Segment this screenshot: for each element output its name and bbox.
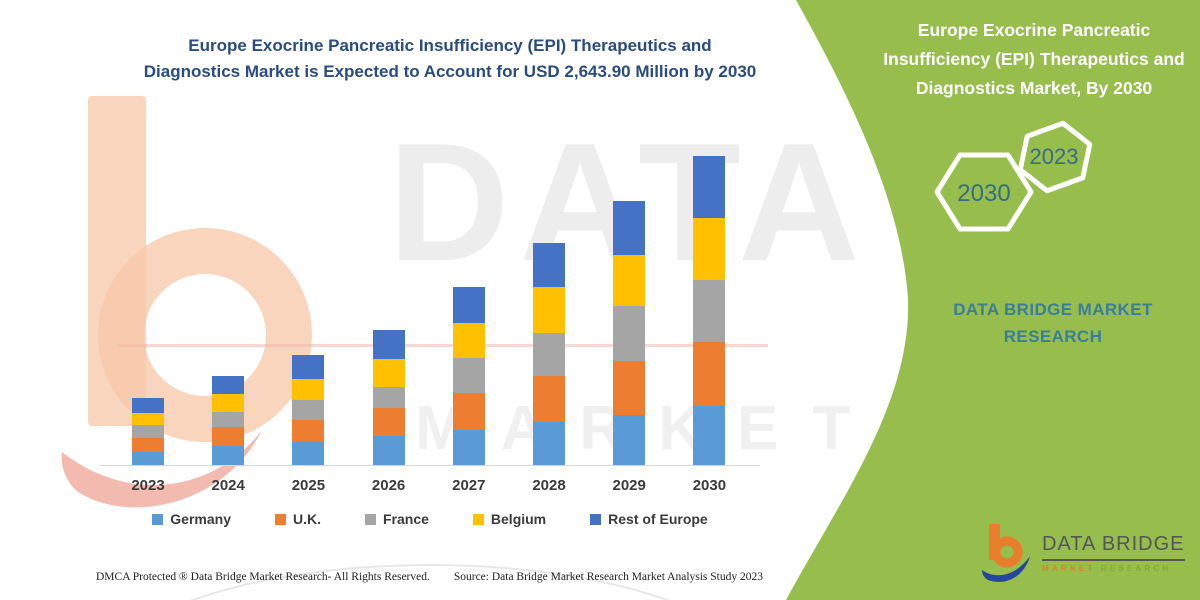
legend-swatch: [590, 513, 602, 525]
bar-2025: [292, 354, 325, 465]
bar-segment: [292, 354, 325, 379]
bar-segment: [212, 427, 245, 447]
bar-segment: [292, 400, 325, 421]
dmca-notice: DMCA Protected ® Data Bridge Market Rese…: [96, 571, 430, 583]
x-axis-labels: 2023 2024 2025 2026 2027 2028 2029 2030: [100, 477, 760, 497]
bar-segment: [292, 420, 325, 442]
bar-2023: [132, 397, 164, 465]
legend-item: U.K.: [274, 511, 321, 527]
bar-segment: [452, 323, 485, 359]
legend-label: Rest of Europe: [608, 511, 708, 527]
legend-swatch: [472, 513, 484, 525]
bar-segment: [132, 412, 164, 426]
dbmr-logo-lockup: DATA BRIDGE MARKET RESEARCH: [980, 522, 1185, 584]
legend-swatch: [152, 513, 164, 525]
logo-b-bowl: [991, 536, 1023, 568]
x-tick-label: 2025: [291, 477, 326, 494]
bar-segment: [132, 437, 164, 452]
chart-legend: Germany U.K. France Belgium Rest of Europe: [100, 511, 760, 527]
logo-subtitle: MARKET RESEARCH: [1042, 564, 1185, 573]
bar-2026: [372, 330, 405, 465]
bar-segment: [212, 393, 245, 412]
legend-label: France: [382, 511, 429, 527]
bar-segment: [212, 446, 245, 465]
x-tick-label: 2027: [452, 477, 486, 494]
side-panel-title: Europe Exocrine Pancreatic Insufficiency…: [883, 20, 1185, 98]
x-tick-label: 2026: [371, 477, 406, 494]
logo-text: DATA BRIDGE MARKET RESEARCH: [1042, 533, 1185, 573]
logo-title: DATA BRIDGE: [1042, 533, 1185, 561]
bar-segment: [452, 430, 485, 465]
bar-segment: [212, 376, 245, 394]
bar-segment: [372, 408, 405, 437]
legend-item: Rest of Europe: [590, 511, 708, 527]
bar-segment: [613, 360, 646, 415]
bar-segment: [693, 156, 726, 219]
bar-segment: [372, 436, 405, 465]
bar-segment: [533, 421, 565, 465]
bar-segment: [372, 387, 405, 409]
bar-segment: [292, 441, 325, 465]
legend-item: Belgium: [472, 511, 547, 527]
bar-segment: [132, 397, 164, 413]
bar-segment: [372, 330, 405, 360]
bar-segment: [693, 218, 726, 280]
bar-segment: [693, 405, 726, 465]
legend-item: France: [364, 511, 429, 527]
x-tick-label: 2023: [131, 477, 165, 494]
bar-segment: [533, 287, 565, 334]
bar-segment: [452, 286, 485, 324]
bar-segment: [372, 359, 405, 388]
legend-swatch: [274, 513, 286, 525]
x-tick-label: 2029: [612, 477, 646, 494]
bar-segment: [613, 200, 646, 255]
bar-segment: [212, 411, 245, 428]
legend-label: Belgium: [490, 511, 547, 527]
bar-segment: [292, 378, 325, 401]
legend-label: Germany: [170, 511, 231, 527]
bar-segment: [613, 415, 646, 465]
bar-segment: [613, 306, 646, 361]
bar-segment: [132, 425, 164, 438]
x-tick-label: 2028: [532, 477, 566, 494]
source-note: Source: Data Bridge Market Research Mark…: [453, 571, 763, 583]
bar-segment: [452, 358, 485, 394]
bar-segment: [693, 279, 726, 343]
bar-2030: [693, 156, 726, 465]
bar-2024: [212, 376, 245, 465]
logo-subtitle-research: RESEARCH: [1100, 564, 1172, 573]
bar-2029: [613, 200, 646, 465]
brand-name-text: DATA BRIDGE MARKET RESEARCH: [953, 300, 1153, 346]
legend-item: Germany: [152, 511, 231, 527]
bar-segment: [533, 333, 565, 377]
bar-segment: [452, 393, 485, 430]
legend-label: U.K.: [292, 511, 321, 527]
stacked-bar-chart: [100, 134, 760, 466]
chart-title: Europe Exocrine Pancreatic Insufficiency…: [143, 36, 757, 81]
x-tick-label: 2030: [692, 477, 727, 494]
bar-2027: [452, 286, 485, 465]
bar-segment: [132, 451, 164, 465]
bar-2028: [533, 243, 565, 465]
bar-segment: [533, 376, 565, 422]
logo-subtitle-market: MARKET: [1042, 564, 1096, 573]
dbmr-logo-icon: [982, 524, 1030, 582]
legend-swatch: [364, 513, 376, 525]
x-tick-label: 2024: [211, 477, 245, 494]
bar-segment: [693, 342, 726, 406]
bar-segment: [533, 243, 565, 288]
bar-segment: [613, 254, 646, 307]
